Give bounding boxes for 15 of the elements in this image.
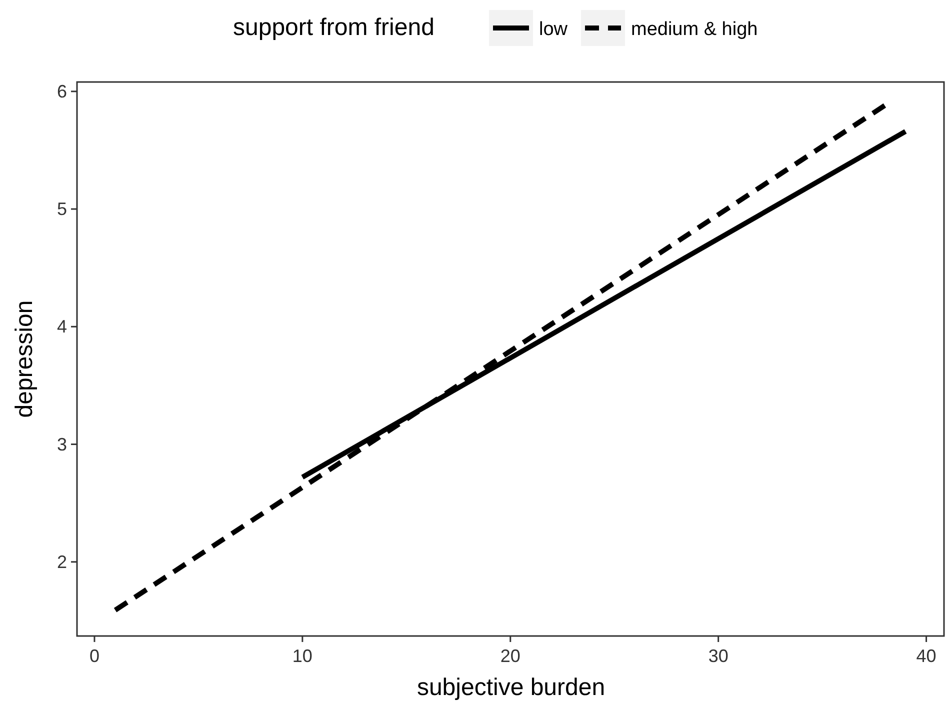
x-tick-label: 40 [916,646,936,666]
x-tick-label: 10 [292,646,312,666]
x-axis-title: subjective burden [416,674,606,701]
y-tick-label: 2 [56,552,67,572]
x-tick-label: 20 [500,646,520,666]
legend-label: medium & high [631,19,758,40]
y-tick-label: 5 [56,199,67,220]
y-axis-title: depression [11,300,38,418]
legend-label: low [539,19,568,40]
y-tick-label: 3 [56,434,67,454]
x-tick-label: 30 [708,646,728,666]
y-tick-label: 4 [56,316,67,337]
y-tick-label: 6 [56,81,67,102]
x-tick-label: 0 [89,646,100,666]
legend-title: support from friend [233,14,434,41]
